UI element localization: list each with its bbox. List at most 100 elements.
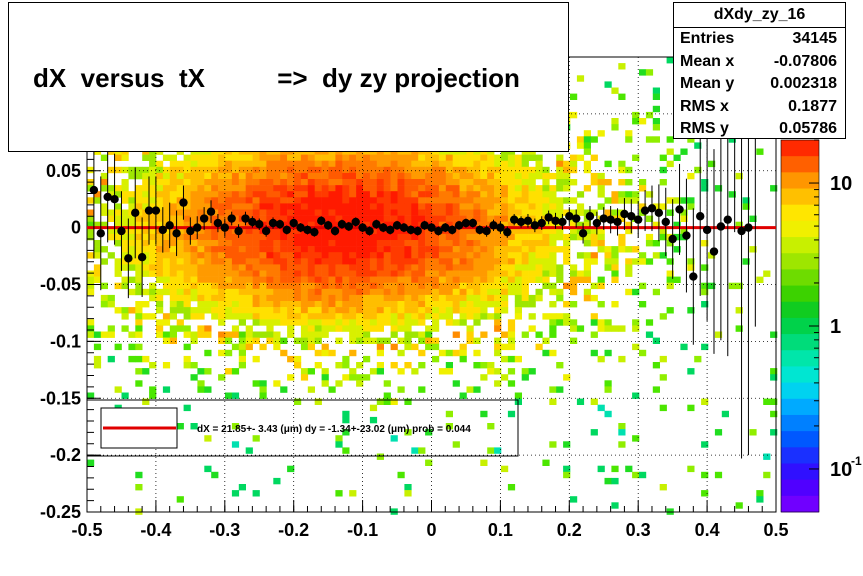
heatmap-cell (390, 307, 398, 314)
heatmap-cell (611, 465, 619, 473)
heatmap-cell (156, 276, 164, 283)
heatmap-cell (128, 172, 136, 180)
heatmap-cell (376, 154, 384, 161)
heatmap-cell (287, 465, 295, 473)
heatmap-cell (273, 240, 281, 247)
heatmap-cell (611, 270, 619, 277)
heatmap-cell (501, 172, 509, 180)
heatmap-cell (369, 368, 378, 375)
heatmap-cell (356, 252, 364, 259)
heatmap-cell (156, 319, 164, 326)
heatmap-cell (425, 270, 433, 277)
heatmap-cell (128, 166, 136, 174)
heatmap-cell (349, 270, 357, 277)
heatmap-cell (535, 252, 543, 259)
heatmap-cell (501, 233, 509, 241)
heatmap-cell (494, 343, 502, 351)
heatmap-cell (287, 276, 295, 283)
heatmap-cell (369, 313, 378, 320)
heatmap-cell (294, 301, 302, 308)
heatmap-cell (452, 215, 460, 222)
heatmap-cell (300, 233, 309, 241)
heatmap-cell (238, 221, 246, 229)
heatmap-cell (218, 252, 226, 259)
heatmap-cell (363, 319, 371, 326)
heatmap-cell (542, 185, 550, 192)
heatmap-cell (197, 233, 205, 241)
heatmap-cell (404, 313, 412, 320)
heatmap-cell (204, 307, 212, 314)
heatmap-cell (459, 301, 467, 308)
heatmap-cell (190, 191, 198, 198)
heatmap-cell (501, 154, 509, 161)
heatmap-cell (321, 294, 329, 302)
heatmap-cell (418, 215, 426, 222)
heatmap-cell (363, 325, 371, 332)
heatmap-cell (252, 288, 260, 296)
heatmap-cell (528, 227, 536, 235)
heatmap-cell (432, 233, 440, 241)
heatmap-cell (363, 203, 371, 210)
heatmap-cell (632, 154, 640, 161)
heatmap-cell (363, 185, 371, 192)
heatmap-cell (328, 294, 336, 302)
heatmap-cell (432, 276, 440, 283)
heatmap-cell (300, 294, 309, 302)
heatmap-cell (114, 191, 122, 198)
heatmap-cell (459, 288, 467, 296)
heatmap-cell (363, 301, 371, 308)
heatmap-cell (438, 191, 447, 198)
heatmap-cell (514, 392, 522, 399)
heatmap-cell (480, 410, 488, 418)
heatmap-cell (507, 331, 516, 338)
heatmap-cell (273, 166, 281, 174)
heatmap-cell (583, 221, 591, 229)
heatmap-cell (335, 252, 343, 259)
heatmap-cell (294, 319, 302, 326)
heatmap-cell (287, 313, 295, 320)
heatmap-cell (404, 325, 412, 332)
x-tick-label: 0.1 (488, 520, 513, 540)
heatmap-cell (494, 294, 502, 302)
heatmap-cell (714, 429, 723, 436)
heatmap-cell (411, 172, 419, 180)
heatmap-cell (197, 288, 205, 296)
heatmap-cell (590, 136, 598, 143)
heatmap-cell (376, 197, 384, 204)
heatmap-cell (438, 233, 447, 241)
heatmap-cell (452, 166, 460, 174)
heatmap-cell (556, 227, 564, 235)
heatmap-cell (307, 166, 315, 174)
heatmap-cell (300, 154, 309, 161)
heatmap-cell (162, 252, 171, 259)
heatmap-cell (466, 307, 474, 314)
heatmap-cell (162, 240, 171, 247)
heatmap-cell (411, 307, 419, 314)
heatmap-cell (514, 301, 522, 308)
heatmap-cell (590, 154, 598, 161)
heatmap-cell (328, 276, 336, 283)
heatmap-cell (218, 227, 226, 235)
heatmap-cell (570, 197, 578, 204)
heatmap-cell (363, 240, 371, 247)
heatmap-cell (425, 282, 433, 290)
heatmap-cell (376, 166, 384, 174)
heatmap-cell (735, 502, 743, 509)
heatmap-cell (501, 355, 509, 363)
heatmap-cell (252, 185, 260, 192)
heatmap-cell (549, 270, 557, 277)
heatmap-cell (563, 166, 571, 174)
heatmap-cell (128, 307, 136, 314)
profile-point (317, 216, 326, 225)
heatmap-cell (218, 374, 226, 381)
heatmap-cell (225, 313, 233, 320)
heatmap-cell (445, 215, 453, 222)
heatmap-cell (494, 172, 502, 180)
heatmap-cell (576, 270, 585, 277)
heatmap-cell (349, 294, 357, 302)
heatmap-cell (176, 209, 184, 216)
heatmap-cell (342, 288, 350, 296)
heatmap-cell (197, 227, 205, 235)
profile-point (392, 221, 402, 230)
colorbar-segment (781, 253, 819, 270)
